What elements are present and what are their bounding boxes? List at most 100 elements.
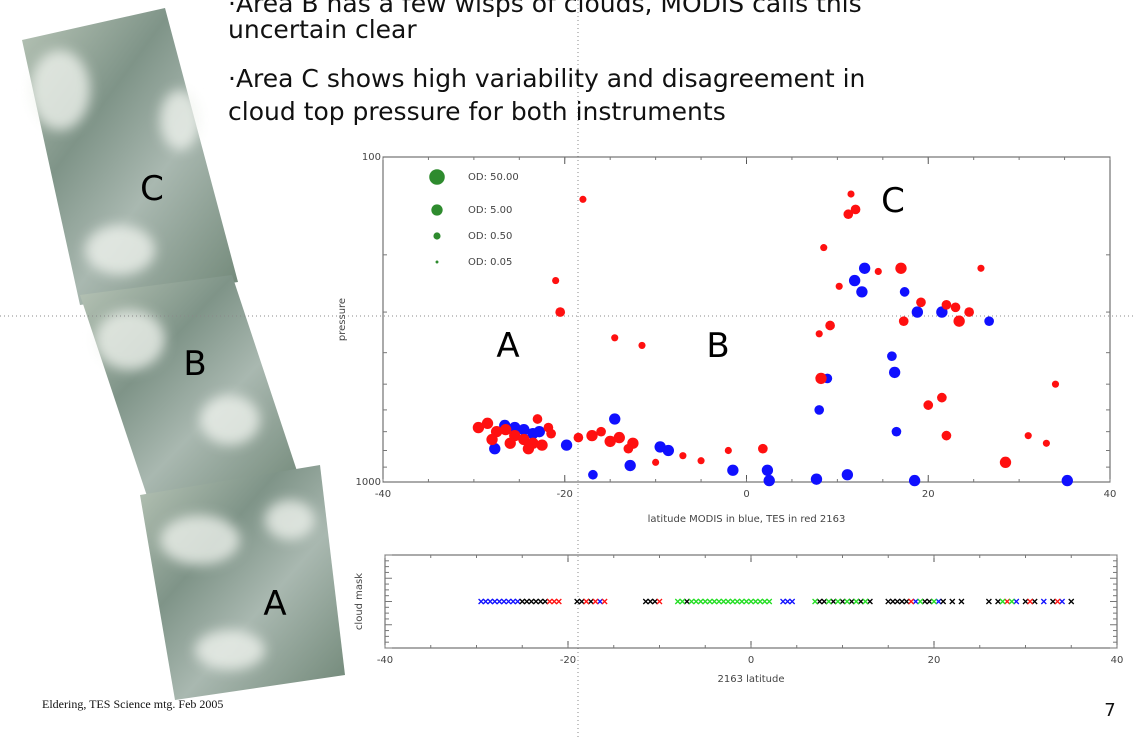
cross-marker <box>912 598 919 605</box>
image-label: B <box>183 344 206 384</box>
legend-marker <box>435 260 439 264</box>
cross-marker <box>1031 598 1038 605</box>
footer: Eldering, TES Science mtg. Feb 2005 <box>42 697 223 711</box>
point <box>953 315 965 327</box>
cross-marker <box>555 598 562 605</box>
point <box>858 262 871 274</box>
cross-marker <box>647 598 654 605</box>
cross-marker <box>940 598 947 605</box>
cross-marker <box>812 598 819 605</box>
cross-marker <box>757 598 764 605</box>
cross-marker <box>597 598 603 605</box>
cross-marker <box>985 598 992 605</box>
cross-marker <box>674 598 681 605</box>
cross-marker <box>528 598 535 605</box>
point <box>814 405 825 415</box>
cross-marker <box>1049 598 1056 605</box>
cross-marker <box>848 598 855 605</box>
cross-marker <box>505 598 512 605</box>
point <box>532 414 543 424</box>
cross-marker <box>894 598 901 605</box>
point <box>835 282 843 290</box>
point <box>847 190 855 198</box>
cross-marker <box>821 598 828 605</box>
point <box>1061 474 1073 487</box>
cross-marker <box>899 598 905 605</box>
y-axis-label: pressure <box>337 298 348 341</box>
bullet-text: ·Area C shows high variability and disag… <box>228 64 865 93</box>
cross-marker <box>816 598 823 605</box>
point <box>815 372 827 385</box>
bullet-text: ·Area B has a few wisps of clouds, MODIS… <box>228 0 862 18</box>
point <box>609 413 621 425</box>
cross-marker <box>537 598 544 605</box>
cross-marker <box>908 598 915 605</box>
x-tick-label: -20 <box>560 655 576 666</box>
cross-marker <box>789 598 796 605</box>
point <box>916 297 926 308</box>
point <box>941 430 952 441</box>
cross-marker <box>587 598 594 605</box>
cross-marker <box>752 598 759 605</box>
cross-marker <box>683 598 690 605</box>
point <box>724 446 732 455</box>
point <box>887 351 897 361</box>
image-label: A <box>263 584 286 624</box>
y-tick-label: 100 <box>362 152 381 163</box>
point <box>937 392 947 403</box>
annotation: C <box>881 181 905 221</box>
cross-marker <box>748 598 754 605</box>
point <box>895 262 907 274</box>
cross-marker <box>958 598 965 605</box>
cross-marker <box>844 598 851 605</box>
point <box>950 302 961 313</box>
cross-marker <box>935 598 942 605</box>
point <box>500 423 512 436</box>
cross-marker <box>917 598 924 605</box>
point <box>758 443 768 454</box>
cross-marker <box>1004 598 1011 605</box>
x-tick-label: 20 <box>922 489 935 500</box>
cross-marker <box>711 598 718 605</box>
point <box>472 421 485 434</box>
cross-marker <box>574 598 581 605</box>
x-axis-label: 2163 latitude <box>718 674 785 685</box>
cross-marker <box>583 598 590 605</box>
point <box>518 433 530 446</box>
point <box>596 426 606 437</box>
point <box>652 458 660 466</box>
cross-marker <box>651 598 658 605</box>
cross-marker <box>578 598 585 605</box>
point <box>679 452 687 460</box>
point <box>522 443 535 455</box>
point <box>588 469 598 480</box>
cross-marker <box>825 598 832 605</box>
point <box>543 422 554 433</box>
point <box>638 341 646 349</box>
cross-marker <box>729 598 736 605</box>
cross-marker <box>716 598 722 605</box>
cross-marker <box>592 598 599 605</box>
cross-marker <box>853 598 860 605</box>
point <box>1024 432 1032 440</box>
cross-marker <box>931 598 937 605</box>
cross-marker <box>1027 598 1034 605</box>
cross-marker <box>995 598 1002 605</box>
legend-marker <box>429 169 445 185</box>
cross-marker <box>642 598 649 605</box>
satellite-image <box>22 8 345 700</box>
legend-marker <box>433 232 441 240</box>
cross-marker <box>523 598 530 605</box>
cross-marker <box>999 598 1006 605</box>
cross-marker <box>780 598 786 605</box>
cross-marker <box>926 598 933 605</box>
point <box>850 204 861 215</box>
cross-marker <box>546 598 553 605</box>
point <box>888 366 901 379</box>
cross-marker <box>857 598 864 605</box>
x-tick-label: 0 <box>743 489 749 500</box>
point <box>874 267 882 276</box>
point <box>560 439 573 451</box>
point <box>604 435 616 448</box>
